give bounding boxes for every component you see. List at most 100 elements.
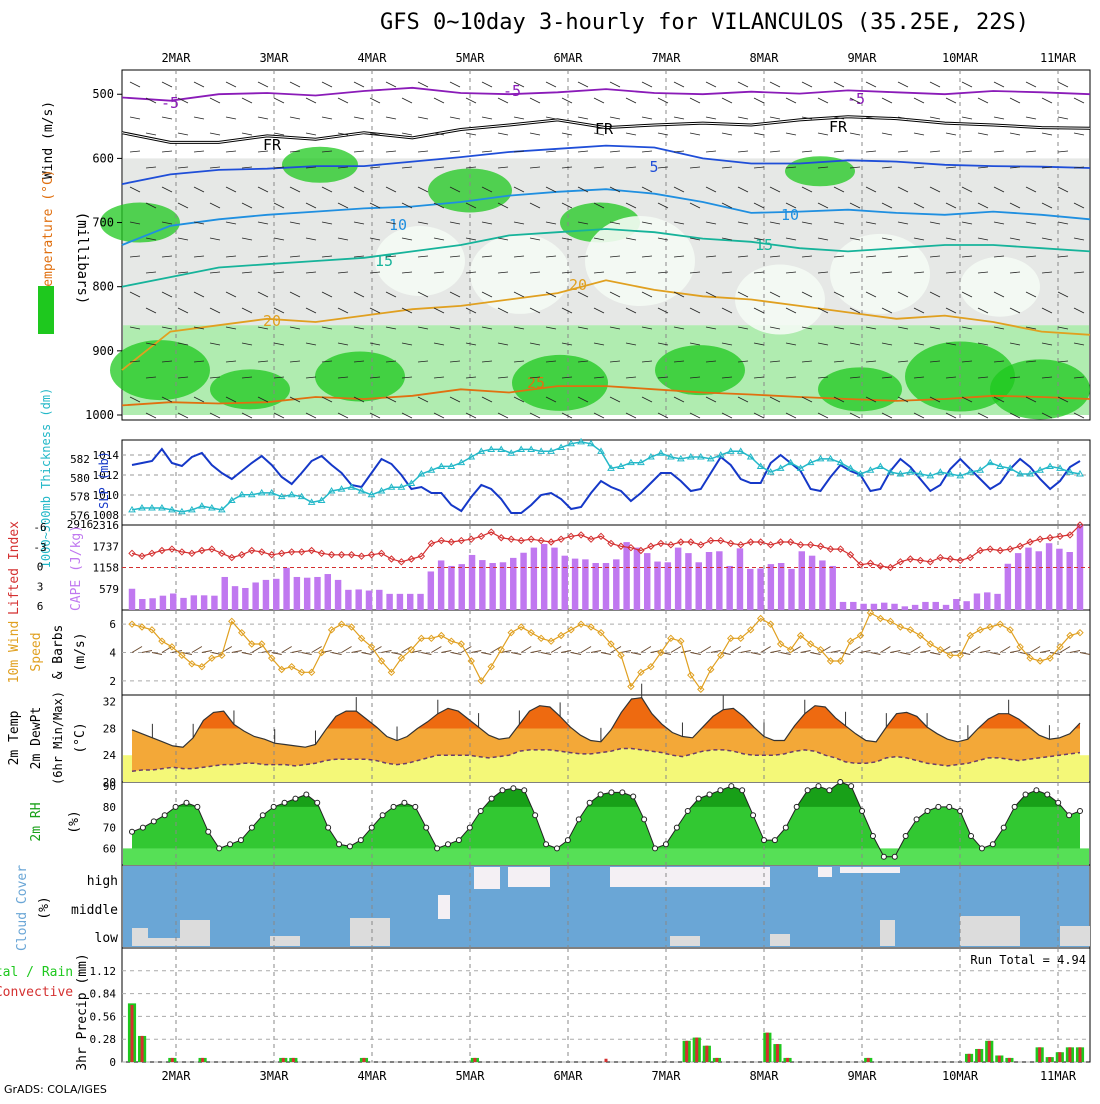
rh-high-blob [655,345,745,396]
rh-marker [423,824,430,831]
wind-barb [1073,166,1085,169]
wind-marker [317,648,326,657]
wind-barb [705,360,717,363]
wind-barb [721,166,733,169]
wind-barb [337,202,349,209]
wind-barb [161,116,173,120]
wind-barb [449,81,461,88]
wind-barb [561,376,573,379]
precip-tick-label: 1.12 [90,965,117,978]
wind-barb [817,412,829,419]
surface-barb [890,650,901,653]
wind-barb [929,326,941,330]
li-marker [597,532,605,541]
wind-barb [753,376,765,379]
li-marker [577,531,585,539]
wind-barb [145,342,157,346]
rh-marker [771,837,778,844]
surface-barb [710,650,721,653]
wind-barb [577,326,589,330]
cape-bar [932,601,939,610]
wind-barb [865,81,877,88]
wind-barb [913,132,925,136]
wind-barb [1041,97,1053,104]
wind-barb [177,132,189,136]
cape-bar [808,555,816,610]
precip-convective-bar [604,1058,608,1062]
wind-barb [529,412,541,419]
wind-barb [929,360,941,363]
wind-barb [401,202,413,209]
wind-barb [1041,412,1053,419]
wind-barb [833,360,845,363]
rh-marker [412,803,419,810]
li-marker [896,558,905,566]
wind-barb [209,237,221,241]
wind-barb [433,202,445,209]
wind-barb [817,166,829,169]
cape-bar [345,589,352,610]
thickness-marker [517,445,526,452]
wind-barb [929,81,941,88]
wind-marker [1066,631,1074,640]
surface-barb [680,650,691,653]
thickness-tick-label: 582 [70,453,90,466]
thickness-marker [956,471,965,479]
li-marker [547,538,555,546]
rh-marker [1044,791,1051,798]
thickness-marker [207,504,216,511]
cape-bar [252,582,259,610]
surface-barb [131,646,143,653]
wind-barb [641,396,653,403]
thickness-marker [726,447,735,454]
y-tick-label: 800 [92,280,114,294]
wind-barb [353,81,365,88]
wind-barb [145,202,157,209]
rh-marker [368,824,375,831]
wind-barb [465,132,477,136]
li-marker [697,541,705,549]
wind-barb [241,342,253,346]
wind-barb [545,291,557,298]
rh-marker [826,787,833,794]
wind-barb [1073,132,1085,136]
wind-barb [961,221,973,225]
wind-barb [241,132,253,136]
precip-convective-bar [786,1057,790,1062]
wind-barb [193,291,205,298]
wind-marker [557,631,565,640]
wind-marker [357,634,366,643]
wind-barb [497,202,509,209]
rh-marker [129,828,135,835]
wind-marker [248,640,256,648]
rh-marker [597,791,604,798]
rh-legend-swatch [38,286,54,334]
wind-barb [305,97,317,104]
li-marker [208,545,216,553]
wind-barb [337,412,349,419]
wind-barb [737,221,749,225]
wind-barb [1057,396,1069,403]
contour-label: -5 [161,94,179,112]
li-marker [607,539,615,548]
wind-barb [257,291,269,298]
rh-marker [455,837,462,844]
low-cloud [880,920,895,946]
surface-barb [690,652,701,655]
rh-marker [499,787,506,794]
temp-line [131,697,1081,748]
millibars-axis-label: (millibars) [74,212,90,305]
thickness-marker [756,462,765,469]
wind-marker [647,662,655,671]
wind-barb [849,342,861,346]
surface-barb [840,652,851,655]
wind-barb [369,166,381,169]
rh-marker [379,812,386,819]
li-marker [517,536,525,545]
precip-convective-bar [170,1057,174,1062]
li-tick-label: 3 [37,580,44,593]
wind-barb [561,132,573,136]
wind-barb [849,412,861,419]
wind-barb [401,376,413,379]
temp-tick-label: 28 [103,722,116,735]
